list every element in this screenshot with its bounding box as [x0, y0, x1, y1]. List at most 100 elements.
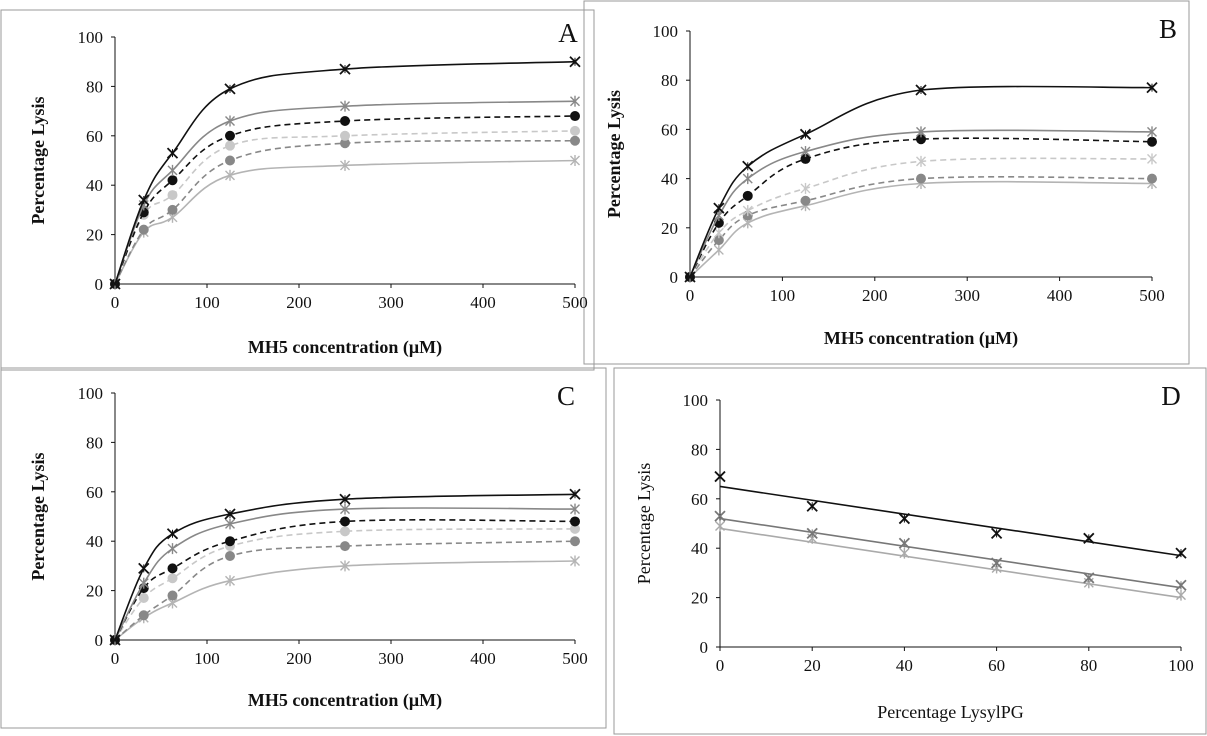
data-point-s1-p6 [1146, 81, 1158, 94]
data-point-s2-p4 [800, 146, 811, 158]
trend-line-1 [719, 485, 1182, 557]
data-point-s5-p3 [167, 590, 178, 601]
data-point-s1-p6 [569, 56, 581, 68]
y-tick-label: 100 [78, 28, 104, 47]
x-axis-label: MH5 concentration (μM) [248, 690, 442, 711]
x-tick-label: 20 [804, 656, 821, 675]
data-point-s3-p6 [1147, 136, 1157, 147]
data-point-s6-p2 [713, 244, 724, 256]
data-point-s1-p1 [109, 634, 121, 646]
data-point-s4-p2 [138, 593, 149, 604]
y-tick-label: 0 [670, 268, 679, 287]
y-tick-label: 80 [86, 77, 103, 96]
data-point-s2-p3 [167, 543, 178, 555]
data-point-s5-p4 [225, 551, 235, 562]
x-axis-label: MH5 concentration (μM) [248, 337, 442, 358]
data-point-s4-p3 [167, 573, 178, 584]
data-point-s5-p2 [138, 610, 149, 621]
panel-b-frame [583, 0, 1190, 365]
series-line-3 [114, 519, 576, 641]
data-point-s5-p4 [800, 195, 811, 206]
y-tick-label: 60 [86, 483, 103, 502]
y-tick-label: 20 [86, 582, 103, 601]
data-point-s1-p5 [339, 63, 351, 75]
y-tick-label: 60 [86, 127, 103, 146]
y-tick-label: 80 [661, 71, 678, 90]
data-point-s2-p1 [714, 510, 726, 522]
data-point-s1-p5 [915, 84, 927, 96]
data-point-s1-p3 [742, 160, 754, 172]
data-point-s6-p4 [225, 169, 235, 181]
data-point-s2-p5 [340, 100, 350, 112]
x-tick-label: 200 [286, 293, 312, 312]
x-tick-label: 200 [862, 286, 888, 305]
chart-panel-c: 0 100 200 300 400 500 0 20 40 60 80 100 MH5 concentr… [28, 381, 588, 711]
x-tick-label: 100 [770, 286, 796, 305]
panel-letter: A [558, 18, 578, 48]
x-tick-label: 200 [286, 649, 312, 668]
y-tick-label: 40 [86, 176, 103, 195]
data-point-s3-p5 [340, 115, 350, 126]
data-point-s3-p3 [899, 547, 910, 559]
data-point-s3-p3 [167, 175, 178, 186]
x-tick-label: 500 [1139, 286, 1165, 305]
data-point-s1-p6 [569, 488, 581, 500]
data-point-s3-p6 [1176, 589, 1186, 601]
data-point-s6-p6 [570, 555, 580, 567]
data-point-s1-p6 [1175, 547, 1187, 559]
data-point-s2-p4 [225, 518, 235, 530]
data-point-s4-p5 [340, 526, 350, 537]
data-point-s2-p6 [570, 503, 580, 515]
panel-c-frame [0, 367, 607, 729]
data-point-s2-p2 [138, 577, 149, 589]
y-tick-label: 0 [95, 631, 104, 650]
chart-panel-a: 0 100 200 300 400 500 0 20 40 60 80 100 MH5 concentr… [28, 18, 588, 358]
y-tick-label: 100 [78, 384, 104, 403]
x-tick-label: 100 [194, 293, 220, 312]
y-axis-label: Percentage Lysis [28, 96, 48, 224]
data-point-s5-p6 [570, 135, 580, 146]
y-axis-label: Percentage Lysis [28, 452, 48, 580]
data-point-s2-p3 [742, 173, 753, 185]
data-point-s5-p5 [340, 541, 350, 552]
data-point-s4-p2 [713, 227, 724, 239]
trend-line-3 [719, 527, 1182, 599]
y-axis-label: Percentage Lysis [634, 463, 654, 584]
y-tick-label: 40 [86, 532, 103, 551]
data-point-s6-p6 [570, 155, 580, 166]
panel-letter: D [1161, 381, 1181, 411]
data-point-s1-p4 [224, 508, 236, 520]
data-point-s3-p4 [225, 130, 235, 141]
y-tick-label: 40 [691, 539, 708, 558]
y-tick-label: 0 [700, 638, 709, 657]
y-tick-label: 40 [661, 170, 678, 189]
data-point-s4-p6 [1147, 153, 1157, 165]
x-tick-label: 0 [111, 293, 120, 312]
chart-panel-b: 0 100 200 300 400 500 0 20 40 60 80 100 MH5 concentr… [604, 14, 1177, 349]
data-point-s5-p3 [167, 204, 178, 215]
y-tick-label: 20 [691, 589, 708, 608]
y-axis-label: Percentage Lysis [604, 90, 624, 218]
y-tick-label: 0 [95, 275, 104, 294]
trend-line-2 [719, 517, 1182, 589]
data-point-s2-p4 [990, 557, 1003, 569]
data-point-s4-p4 [225, 140, 235, 151]
data-point-s1-p5 [1083, 532, 1095, 544]
panel-a-frame [0, 9, 595, 371]
y-tick-label: 100 [653, 22, 679, 41]
y-tick-label: 80 [86, 433, 103, 452]
panel-letter: B [1159, 14, 1177, 44]
data-point-s1-p1 [684, 271, 696, 283]
data-point-s1-p2 [806, 500, 818, 512]
data-point-s4-p5 [916, 155, 926, 167]
x-tick-label: 60 [988, 656, 1005, 675]
x-tick-label: 400 [1047, 286, 1073, 305]
data-point-s3-p1 [715, 520, 725, 532]
data-point-s2-p5 [340, 503, 350, 515]
data-point-s3-p3 [742, 190, 753, 201]
data-point-s3-p3 [167, 563, 178, 574]
x-tick-label: 300 [378, 293, 404, 312]
y-tick-label: 80 [691, 440, 708, 459]
data-point-s5-p2 [138, 224, 149, 235]
